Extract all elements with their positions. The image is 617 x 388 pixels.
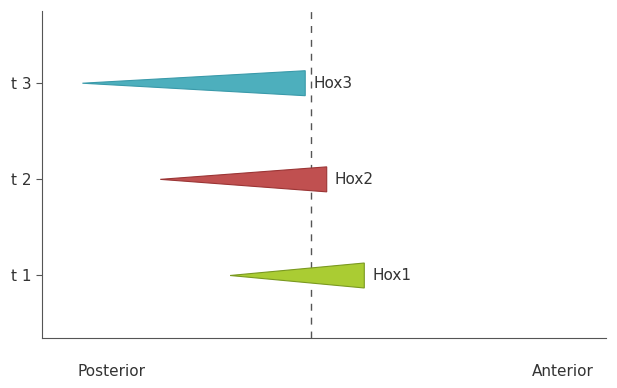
Text: Hox2: Hox2 [335,172,374,187]
Polygon shape [83,71,305,96]
Polygon shape [230,263,364,288]
Text: Hox1: Hox1 [372,268,412,283]
Text: Anterior: Anterior [532,364,594,379]
Text: Posterior: Posterior [78,364,146,379]
Text: Hox3: Hox3 [313,76,352,91]
Polygon shape [160,167,327,192]
